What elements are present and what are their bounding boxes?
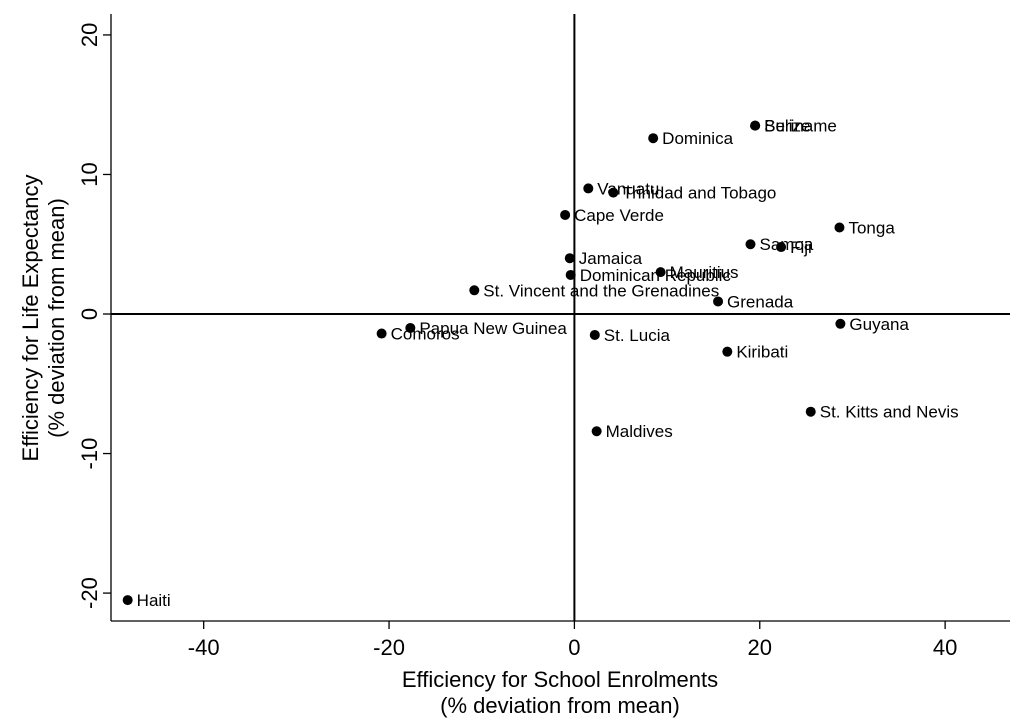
point-label-st-vincent-and-the-grenadines: St. Vincent and the Grenadines bbox=[483, 281, 719, 300]
point-papua-new-guinea bbox=[405, 322, 416, 333]
point-label-dominican-republic: Dominican Republic bbox=[580, 266, 732, 285]
tick-layer: -40 -20 0 20 40 -20 -10 0 10 20 bbox=[77, 23, 957, 660]
point-st-kitts-and-nevis bbox=[805, 406, 816, 417]
point-st-lucia bbox=[589, 329, 600, 340]
point-dominican-republic bbox=[565, 269, 576, 280]
point-label-mauritius: Mauritius bbox=[670, 263, 739, 282]
x-tick-label: 0 bbox=[568, 635, 580, 660]
y-axis-title-line2: (% deviation from mean) bbox=[44, 198, 69, 438]
reference-lines bbox=[111, 14, 1010, 621]
point-samoa bbox=[745, 239, 756, 250]
point-label-comoros: Comoros bbox=[391, 325, 460, 344]
x-tick-label: -20 bbox=[373, 635, 405, 660]
point-label-kiribati: Kiribati bbox=[736, 343, 788, 362]
point-label-belize: Belize bbox=[764, 117, 810, 136]
point-label-st-kitts-and-nevis: St. Kitts and Nevis bbox=[820, 403, 959, 422]
point-label-jamaica: Jamaica bbox=[579, 249, 643, 268]
x-tick-label: 20 bbox=[748, 635, 772, 660]
point-jamaica bbox=[564, 253, 575, 264]
point-label-guyana: Guyana bbox=[849, 315, 909, 334]
point-label-trinidad-and-tobago: Trinidad and Tobago bbox=[622, 184, 776, 203]
point-comoros bbox=[376, 328, 387, 339]
point-tonga bbox=[834, 222, 845, 233]
y-axis-title-line1: Efficiency for Life Expectancy bbox=[18, 175, 43, 462]
point-guyana bbox=[835, 318, 846, 329]
point-label-fiji: Fiji bbox=[790, 238, 812, 257]
axes-layer bbox=[110, 14, 1010, 622]
point-label-haiti: Haiti bbox=[137, 591, 171, 610]
point-label-samoa: Samoa bbox=[759, 235, 813, 254]
point-vanuatu bbox=[583, 183, 594, 194]
y-tick-label: 0 bbox=[77, 308, 102, 320]
point-kiribati bbox=[722, 346, 733, 357]
x-tick-label: 40 bbox=[933, 635, 957, 660]
x-axis-title-line1: Efficiency for School Enrolments bbox=[402, 667, 718, 692]
point-mauritius bbox=[655, 267, 666, 278]
point-label-cape-verde: Cape Verde bbox=[574, 206, 664, 225]
x-axis-title-line2: (% deviation from mean) bbox=[440, 693, 680, 718]
point-label-papua-new-guinea: Papua New Guinea bbox=[419, 319, 567, 338]
point-label-dominica: Dominica bbox=[662, 129, 733, 148]
point-haiti bbox=[122, 595, 133, 606]
point-fiji bbox=[776, 242, 787, 253]
point-trinidad-and-tobago bbox=[608, 187, 619, 198]
axis-titles: Efficiency for School Enrolments (% devi… bbox=[18, 175, 718, 718]
point-dominica bbox=[648, 133, 659, 144]
point-maldives bbox=[591, 426, 602, 437]
y-tick-label: -20 bbox=[77, 577, 102, 609]
point-label-tonga: Tonga bbox=[848, 218, 895, 237]
point-label-grenada: Grenada bbox=[727, 292, 794, 311]
y-tick-label: -10 bbox=[77, 438, 102, 470]
point-label-suriname: Suriname bbox=[764, 117, 837, 136]
point-label-maldives: Maldives bbox=[606, 422, 673, 441]
point-suriname bbox=[750, 120, 761, 131]
point-label-st-lucia: St. Lucia bbox=[604, 326, 671, 345]
point-grenada bbox=[713, 296, 724, 307]
y-tick-label: 20 bbox=[77, 23, 102, 47]
point-cape-verde bbox=[560, 209, 571, 220]
point-st-vincent-and-the-grenadines bbox=[469, 285, 480, 296]
y-tick-label: 10 bbox=[77, 162, 102, 186]
x-tick-label: -40 bbox=[188, 635, 220, 660]
